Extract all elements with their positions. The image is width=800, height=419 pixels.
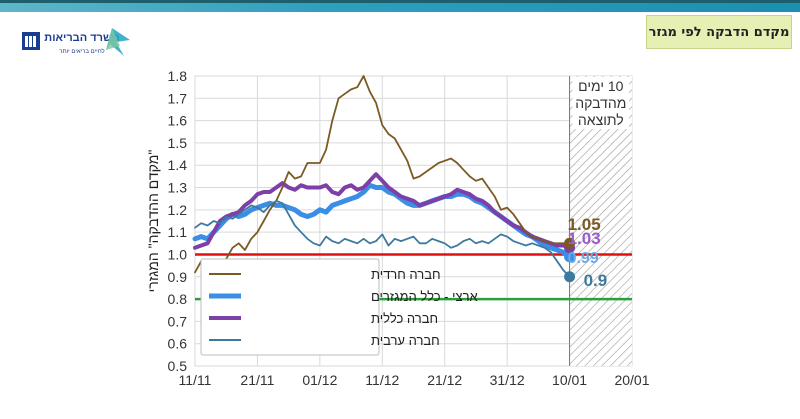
lag-region-label: מהדבקה [575, 95, 626, 111]
series-line-general [193, 172, 572, 250]
y-tick-label: 1.3 [168, 180, 188, 196]
x-tick-label: 10/01 [552, 372, 587, 388]
series-line-arab [194, 200, 571, 278]
x-tick-label: 11/11 [179, 372, 212, 388]
x-tick-label: 11/12 [365, 372, 399, 388]
y-tick-label: 0.8 [168, 291, 188, 307]
end-value-label-haredi: 1.05 [568, 215, 601, 234]
y-tick-label: 1.8 [168, 68, 188, 84]
y-tick-label: 1.5 [168, 135, 188, 151]
y-tick-label: 0.6 [168, 336, 188, 352]
legend-label-haredi: חברה חרדית [371, 267, 441, 282]
legend-label-national: ארצי - כלל המגזרים [371, 289, 478, 304]
x-tick-label: 20/01 [614, 372, 649, 388]
y-axis-title: "מקדם ההדבקה" המגזרי [145, 150, 161, 293]
ministry-logo-graphic: משרד הבריאות לחיים בריאים יותר [22, 28, 130, 56]
end-value-label-general: 1.03 [568, 229, 601, 248]
x-tick-label: 21/11 [240, 372, 274, 388]
legend-label-arab: חברה ערבית [371, 333, 440, 348]
top-dark-strip [0, 0, 800, 3]
logo-name: משרד הבריאות [44, 32, 119, 44]
ministry-of-health-logo: משרד הבריאות לחיים בריאים יותר [20, 22, 132, 62]
legend-label-general: חברה כללית [371, 311, 438, 326]
end-value-label-national: 0.99 [568, 250, 599, 267]
x-tick-label: 31/12 [490, 372, 525, 388]
series-endpoint-national [564, 251, 576, 263]
lag-region-label: לתוצאה [578, 112, 624, 128]
y-tick-label: 0.7 [168, 313, 188, 329]
y-tick-label: 0.5 [168, 358, 188, 374]
y-tick-label: 1.0 [168, 246, 188, 262]
series-line-haredi [194, 75, 571, 274]
legend-box [200, 258, 380, 356]
end-value-label-arab: 0.9 [584, 271, 608, 290]
y-tick-label: 1.4 [168, 157, 188, 173]
series-endpoint-arab [564, 271, 576, 283]
series-endpoint-haredi [564, 237, 576, 249]
lag-region-label-bg [572, 77, 629, 129]
slide-title-box: מקדם הדבקה לפי מגזר [646, 15, 792, 49]
logo-tagline: לחיים בריאים יותר [59, 47, 105, 55]
lag-region-label: 10 ימים [578, 78, 624, 94]
x-tick-label: 21/12 [427, 372, 462, 388]
y-tick-label: 1.2 [168, 202, 188, 218]
y-tick-label: 0.9 [168, 269, 188, 285]
top-color-bar [0, 0, 800, 12]
slide-title: מקדם הדבקה לפי מגזר [648, 24, 790, 40]
y-tick-label: 1.1 [168, 224, 188, 240]
x-tick-label: 01/12 [302, 372, 337, 388]
y-tick-label: 1.6 [168, 113, 188, 129]
y-tick-label: 1.7 [168, 90, 188, 106]
